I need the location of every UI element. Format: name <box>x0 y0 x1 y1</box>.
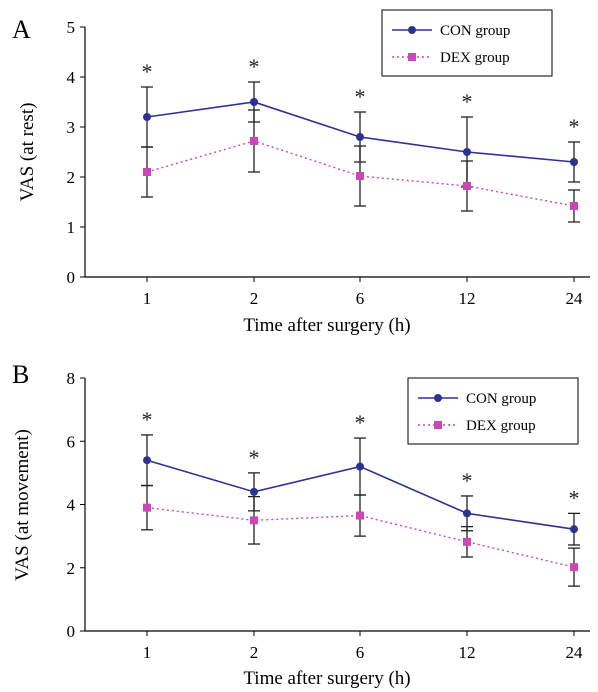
legend-label: DEX group <box>440 50 510 66</box>
panel-label: B <box>12 360 29 389</box>
data-point <box>143 456 151 465</box>
data-point <box>356 511 364 520</box>
significance-star: * <box>569 485 580 510</box>
legend-box <box>407 377 579 445</box>
series-con <box>141 81 580 188</box>
legend-marker <box>434 394 442 402</box>
legend-marker <box>408 26 416 34</box>
series-line <box>146 140 575 207</box>
data-point <box>463 182 471 190</box>
significance-star: * <box>142 407 153 432</box>
series-dex <box>141 484 580 587</box>
y-tick-label: 8 <box>67 369 76 388</box>
y-tick-label: 0 <box>67 622 76 641</box>
data-point <box>570 202 578 210</box>
data-point <box>356 462 364 471</box>
legend-marker <box>434 421 442 429</box>
legend-label: CON group <box>466 391 536 407</box>
y-tick-label: 3 <box>67 118 76 137</box>
x-tick-label: 6 <box>356 643 365 662</box>
x-tick-label: 12 <box>459 643 476 662</box>
legend-label: DEX group <box>466 418 536 434</box>
legend-marker <box>408 53 416 61</box>
data-point <box>250 487 258 496</box>
legend: CON group DEX group <box>381 9 553 77</box>
data-point <box>356 172 364 180</box>
significance-star: * <box>142 59 153 84</box>
significance-star: * <box>462 89 473 114</box>
legend: CON group DEX group <box>407 377 579 445</box>
x-tick-label: 1 <box>143 289 152 308</box>
data-point <box>463 537 471 546</box>
y-axis-title: VAS (at movement) <box>12 429 33 581</box>
x-axis-title: Time after surgery (h) <box>243 668 410 689</box>
legend-label: CON group <box>440 23 510 39</box>
series-line <box>146 506 575 568</box>
data-point <box>463 148 471 156</box>
legend-box <box>381 9 553 77</box>
significance-star: * <box>569 114 580 139</box>
x-tick-label: 12 <box>459 289 476 308</box>
data-point <box>570 525 578 534</box>
y-tick-label: 4 <box>67 68 76 87</box>
x-axis-title: Time after surgery (h) <box>243 315 410 336</box>
x-tick-label: 2 <box>250 643 259 662</box>
data-point <box>143 113 151 121</box>
y-tick-label: 4 <box>67 496 76 515</box>
data-point <box>570 563 578 572</box>
data-point <box>463 509 471 518</box>
y-tick-label: 0 <box>67 268 76 287</box>
data-point <box>143 503 151 512</box>
y-axis-title: VAS (at rest) <box>17 103 38 202</box>
significance-star: * <box>249 54 260 79</box>
significance-star: * <box>355 84 366 109</box>
panel-label: A <box>12 15 31 44</box>
y-tick-label: 2 <box>67 168 76 187</box>
significance-star: * <box>249 445 260 470</box>
significance-star: * <box>355 410 366 435</box>
x-tick-label: 24 <box>566 643 584 662</box>
data-point <box>250 98 258 106</box>
y-tick-label: 5 <box>67 18 76 37</box>
data-point <box>250 516 258 525</box>
significance-star: * <box>462 468 473 493</box>
y-tick-label: 2 <box>67 559 76 578</box>
x-tick-label: 24 <box>566 289 584 308</box>
series-dex <box>141 109 580 223</box>
y-tick-label: 6 <box>67 432 76 451</box>
x-tick-label: 6 <box>356 289 365 308</box>
x-tick-label: 1 <box>143 643 152 662</box>
data-point <box>143 168 151 176</box>
data-point <box>570 158 578 166</box>
x-tick-label: 2 <box>250 289 259 308</box>
data-point <box>356 133 364 141</box>
data-point <box>250 137 258 145</box>
y-tick-label: 1 <box>67 218 76 237</box>
